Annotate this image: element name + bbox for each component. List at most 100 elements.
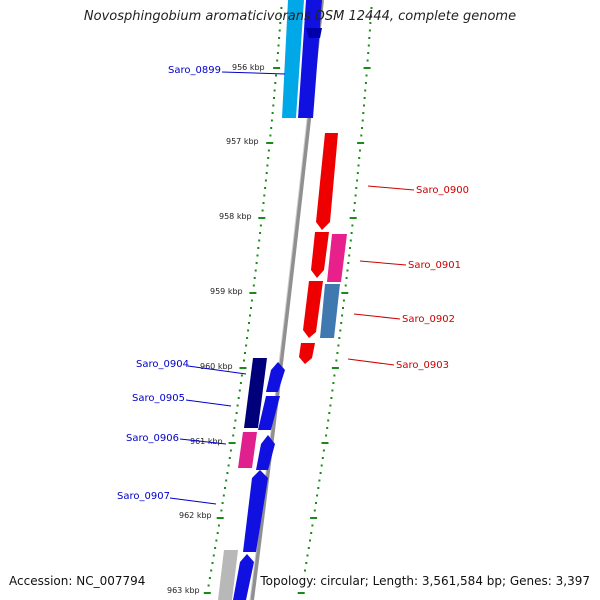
scale-tick-minor [244,352,246,354]
scale-tick-minor [267,157,270,159]
gene-label-saro-0899[interactable]: Saro_0899 [168,65,221,76]
scale-tick-minor [264,179,267,182]
gene-label-saro-0906[interactable]: Saro_0906 [126,433,179,444]
scale-tick-minor [250,299,253,302]
gene-feature-steelblue[interactable] [320,284,340,338]
scale-tick-minor [362,112,365,114]
gene-feature-saro-0905[interactable] [258,396,280,430]
gene-label-saro-0905[interactable]: Saro_0905 [132,393,185,404]
scale-tick-minor [353,209,355,212]
scale-tick-minor [236,404,239,407]
scale-tick-minor [243,359,245,362]
scale-tick-minor [224,487,226,489]
genome-stats: Topology: circular; Length: 3,561,584 bp… [260,574,590,588]
scale-tick-minor [356,172,359,174]
gene-feature-gray[interactable] [218,550,238,600]
gene-feature-magenta[interactable] [327,234,347,282]
scale-tick-major [273,67,281,69]
scale-tick-major [341,292,349,294]
scale-label-963: 963 kbp [167,586,200,595]
scale-tick-minor [369,22,372,24]
scale-tick-minor [351,224,354,227]
scale-tick-minor [269,134,272,137]
scale-tick-minor [307,547,310,549]
scale-tick-minor [359,149,361,152]
scale-tick-minor [267,149,270,152]
scale-tick-major [266,142,274,144]
scale-tick-minor [331,389,334,392]
scale-tick-minor [368,37,371,39]
scale-tick-minor [330,397,333,399]
gene-feature[interactable] [256,435,275,470]
scale-tick-minor [277,44,280,47]
scale-tick-minor [367,44,370,47]
gene-label-saro-0904[interactable]: Saro_0904 [136,359,189,370]
scale-tick-minor [349,239,352,242]
scale-tick-minor [321,457,324,459]
gene-label-saro-0902[interactable]: Saro_0902 [402,314,455,325]
scale-tick-minor [229,449,232,452]
scale-tick-major [258,217,266,219]
gene-label-saro-0900[interactable]: Saro_0900 [416,185,469,196]
gene-feature-saro-0901[interactable] [311,232,329,278]
gene-feature[interactable] [266,362,285,392]
gene-feature-saro-0904[interactable] [244,358,267,428]
scale-ticks-right [297,7,373,594]
gene-label-saro-0901[interactable]: Saro_0901 [408,260,461,271]
scale-tick-minor [275,74,277,77]
gene-arrow[interactable] [306,28,322,38]
scale-label-960: 960 kbp [200,362,233,371]
scale-tick-minor [278,37,281,39]
scale-tick-minor [348,254,351,257]
scale-tick-major [331,367,339,369]
scale-tick-minor [361,127,363,129]
scale-tick-minor [366,59,369,62]
scale-tick-minor [342,307,344,309]
scale-tick-minor [220,509,223,512]
scale-tick-minor [327,419,330,422]
scale-tick-minor [253,277,256,279]
gene-feature-saro-0903[interactable] [299,343,315,364]
scale-tick-minor [279,22,282,24]
gene-feature-saro-0907[interactable] [243,470,268,552]
scale-tick-minor [247,329,250,332]
scale-tick-minor [270,119,273,122]
gene-label-saro-0907[interactable]: Saro_0907 [117,491,170,502]
gene-feature-cyan[interactable] [282,0,304,118]
scale-tick-minor [245,344,248,347]
scale-tick-minor [310,532,313,534]
scale-tick-major [349,217,357,219]
scale-tick-minor [234,419,237,422]
scale-tick-minor [264,187,267,189]
scale-tick-minor [228,457,231,459]
gene-feature[interactable] [233,554,254,600]
scale-tick-minor [226,472,229,474]
gene-label-saro-0903[interactable]: Saro_0903 [396,360,449,371]
scale-tick-minor [221,502,224,504]
scale-tick-minor [222,494,225,497]
scale-tick-minor [357,164,360,167]
scale-tick-minor [335,359,338,362]
gene-feature-saro-0906[interactable] [238,432,257,468]
scale-tick-minor [216,532,219,534]
scale-tick-minor [356,179,359,182]
scale-tick-minor [266,164,269,167]
scale-tick-minor [280,7,283,9]
scale-tick-minor [350,232,353,234]
scale-tick-major [310,517,318,519]
gene-feature-saro-0900[interactable] [316,133,338,230]
gene-feature-saro-0902[interactable] [303,281,323,338]
scale-tick-minor [208,577,211,579]
scale-tick-minor [233,427,236,429]
scale-tick-minor [365,74,368,77]
scale-tick-minor [270,127,273,129]
scale-label-962: 962 kbp [179,511,212,520]
scale-tick-minor [304,569,306,572]
scale-tick-minor [340,322,343,324]
scale-tick-minor [306,554,309,557]
scale-tick-minor [317,487,320,489]
scale-tick-minor [272,104,275,107]
scale-tick-minor [227,464,230,467]
scale-tick-minor [347,262,350,264]
